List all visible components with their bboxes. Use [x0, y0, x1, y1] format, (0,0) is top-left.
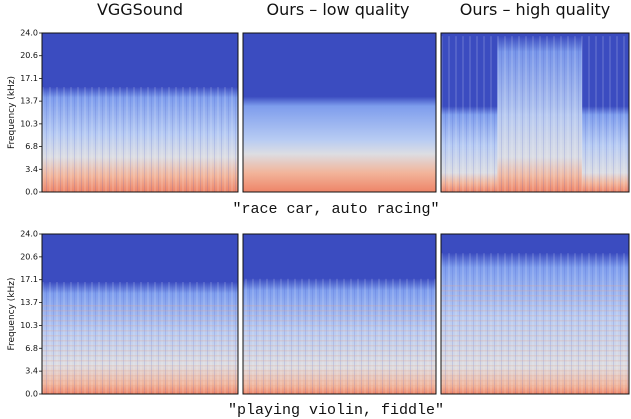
spectrogram [242, 32, 437, 193]
panel-frame [242, 32, 437, 193]
y-tick-label: 3.4 [25, 165, 38, 174]
y-tick-label: 6.8 [25, 142, 38, 151]
spectrogram-texture [441, 281, 629, 394]
y-tick-label: 0.0 [25, 390, 38, 399]
spectrogram-texture [42, 87, 238, 192]
column-title: VGGSound [97, 0, 183, 19]
spectrogram-texture [243, 301, 436, 394]
spectrogram [440, 32, 630, 193]
y-tick-label: 20.6 [20, 51, 38, 60]
y-tick-label: 13.7 [20, 298, 38, 307]
row-caption: "race car, auto racing" [232, 201, 439, 218]
spectrogram-texture [441, 36, 629, 193]
spectrogram [41, 32, 239, 193]
y-tick-label: 17.1 [20, 275, 38, 284]
panel-frame [440, 233, 630, 395]
spectrogram-body [243, 33, 436, 192]
y-tick-label: 0.0 [25, 188, 38, 197]
panel-frame [41, 233, 239, 395]
y-tick-label: 13.7 [20, 97, 38, 106]
column-title: Ours – high quality [460, 0, 611, 19]
panel-frame [440, 32, 630, 193]
y-tick-label: 6.8 [25, 344, 38, 353]
y-axis-label: Frequency (kHz) [7, 277, 17, 350]
y-axis-label: Frequency (kHz) [7, 76, 17, 149]
column-title: Ours – low quality [267, 0, 410, 19]
spectrogram [242, 233, 437, 395]
panel-frame [242, 233, 437, 395]
spectrogram [41, 233, 239, 395]
spectrogram [440, 233, 630, 395]
panel-frame [41, 32, 239, 193]
y-tick-label: 3.4 [25, 367, 38, 376]
y-tick-label: 10.3 [20, 119, 38, 128]
y-tick-label: 20.6 [20, 252, 38, 261]
y-tick-label: 24.0 [20, 230, 38, 239]
spectrogram-texture [42, 304, 238, 394]
row-caption: "playing violin, fiddle" [228, 402, 444, 419]
y-tick-label: 24.0 [20, 29, 38, 38]
y-tick-label: 17.1 [20, 74, 38, 83]
y-tick-label: 10.3 [20, 321, 38, 330]
